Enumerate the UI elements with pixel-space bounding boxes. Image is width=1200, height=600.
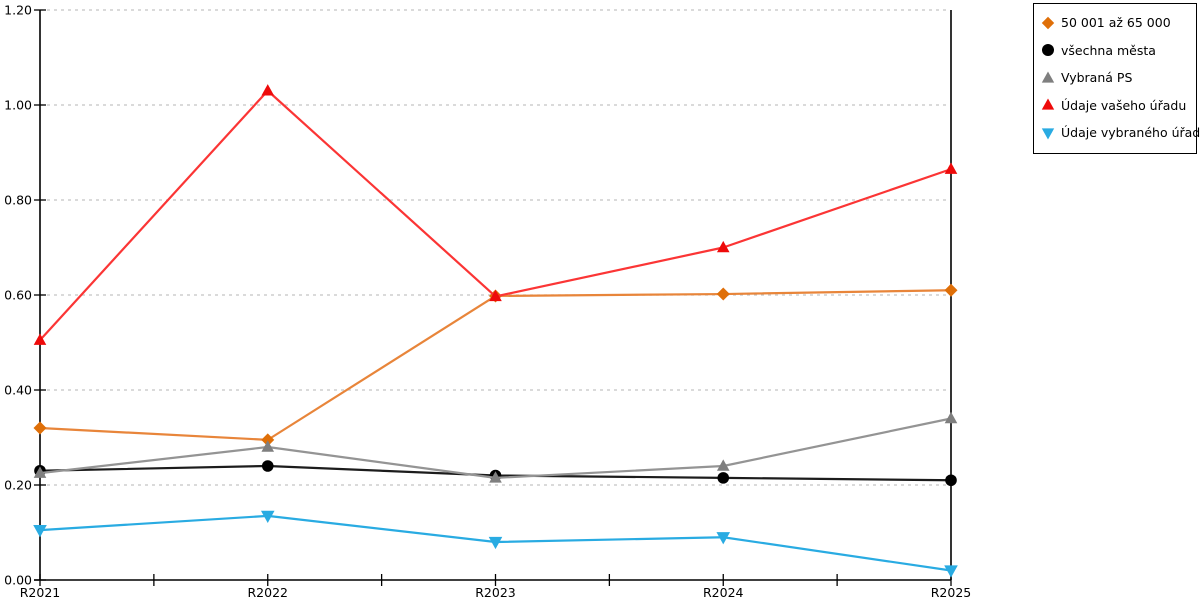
data-point-triangle-up-icon <box>489 471 502 483</box>
legend-marker-triangle-up-icon <box>1041 70 1055 83</box>
y-tick-label: 0.00 <box>4 573 32 588</box>
series-line-0 <box>39 289 952 441</box>
legend: 50 001 až 65 000 všechna města Vybraná PS Ú… <box>1033 3 1200 154</box>
data-point-circle-icon <box>945 474 957 487</box>
legend-label: všechna města <box>1061 42 1156 58</box>
legend-item: Údaje vybraného úřadu <box>1041 123 1200 142</box>
legend-marker-triangle-up-icon <box>1041 98 1055 110</box>
data-point-diamond-icon <box>716 287 730 301</box>
y-tick-label: 0.60 <box>4 288 32 303</box>
legend-marker-triangle-down-icon <box>1041 127 1055 140</box>
x-tick-label: R2022 <box>248 585 289 600</box>
x-tick-label: R2025 <box>931 585 972 600</box>
data-point-circle-icon <box>717 472 730 484</box>
data-point-triangle-down-icon <box>716 532 731 545</box>
legend-label: Údaje vybraného úřadu <box>1061 125 1200 140</box>
x-tick-label: R2024 <box>703 585 744 600</box>
legend-item: Údaje vašeho úřadu <box>1041 96 1189 115</box>
y-tick-label: 0.20 <box>4 478 32 493</box>
legend-item: Vybraná PS <box>1041 68 1189 87</box>
x-tick-label: R2023 <box>475 585 516 600</box>
data-point-circle-icon <box>261 460 274 472</box>
data-point-diamond-icon <box>944 283 958 297</box>
data-point-triangle-down-icon <box>33 525 47 538</box>
y-tick-label: 1.00 <box>4 98 32 113</box>
data-point-triangle-down-icon <box>944 565 958 578</box>
data-point-triangle-down-icon <box>260 510 275 524</box>
data-point-triangle-up-icon <box>261 84 275 96</box>
legend-label: 50 001 až 65 000 <box>1061 15 1171 30</box>
data-point-triangle-up-icon <box>944 411 958 424</box>
data-point-triangle-up-icon <box>944 162 958 174</box>
data-point-diamond-icon <box>33 421 47 435</box>
legend-marker-circle-icon <box>1042 44 1054 56</box>
data-point-triangle-down-icon <box>488 536 503 550</box>
data-point-diamond-icon <box>261 433 275 447</box>
legend-item: 50 001 až 65 000 <box>1041 13 1189 32</box>
data-point-triangle-up-icon <box>33 333 47 345</box>
y-tick-label: 0.40 <box>4 383 32 398</box>
data-point-triangle-up-icon <box>489 289 502 302</box>
y-tick-label: 1.20 <box>4 3 32 18</box>
legend-marker-diamond-icon <box>1041 16 1055 29</box>
legend-label: Údaje vašeho úřadu <box>1061 97 1187 113</box>
data-point-triangle-up-icon <box>716 459 730 471</box>
legend-label: Vybraná PS <box>1061 70 1133 85</box>
data-point-triangle-up-icon <box>33 466 47 478</box>
data-point-triangle-up-icon <box>261 440 275 452</box>
series-line-3 <box>39 89 952 341</box>
x-tick-label: R2021 <box>20 585 61 600</box>
data-point-triangle-up-icon <box>716 240 730 253</box>
legend-item: všechna města <box>1041 41 1189 60</box>
y-tick-label: 0.80 <box>4 193 32 208</box>
